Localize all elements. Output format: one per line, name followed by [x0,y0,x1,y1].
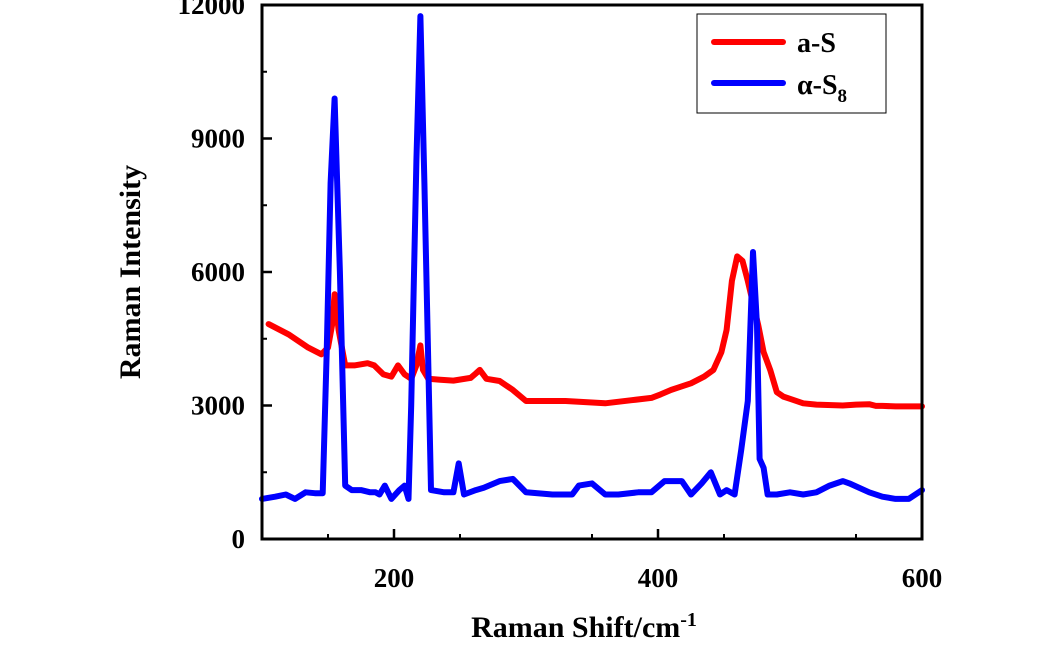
x-axis-title: Raman Shift/cm-1 [471,609,697,644]
legend-label-alpha-s8-subscript: 8 [838,86,848,107]
y-tick-label: 0 [232,524,246,554]
x-axis-title-superscript: -1 [680,609,697,631]
legend-box [696,13,887,114]
legend-label-a-s: a-S [797,28,836,59]
y-tick-label: 6000 [191,257,245,287]
y-tick-label: 9000 [191,124,245,154]
x-tick-label: 400 [638,563,679,593]
y-tick-labels: 0 3000 6000 9000 12000 [178,0,246,554]
legend: a-S α-S8 [696,13,887,114]
plot-area-frame [260,3,924,541]
x-tick-label: 600 [902,563,943,593]
y-tick-label: 3000 [191,391,245,421]
x-tick-labels: 200 400 600 [374,563,943,593]
x-tick-label: 200 [374,563,415,593]
series-layer [259,13,925,502]
series-line-alpha-s8 [259,13,925,502]
y-axis-title: Raman Intensity [114,165,147,379]
legend-label-alpha-s8: α-S8 [797,70,847,107]
series-line-a-s [265,253,925,410]
y-tick-label: 12000 [178,0,246,20]
